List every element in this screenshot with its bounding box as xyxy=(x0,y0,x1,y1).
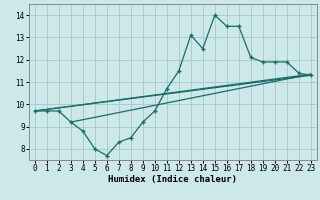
X-axis label: Humidex (Indice chaleur): Humidex (Indice chaleur) xyxy=(108,175,237,184)
